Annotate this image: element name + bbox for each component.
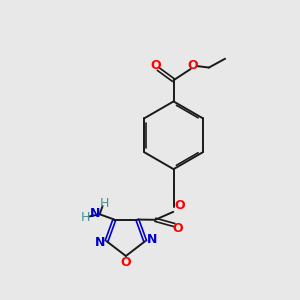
Text: N: N [95, 236, 105, 249]
Text: H: H [81, 211, 90, 224]
Text: H: H [100, 196, 109, 210]
Text: N: N [146, 233, 157, 246]
Text: N: N [90, 208, 101, 220]
Text: O: O [175, 200, 185, 212]
Text: O: O [188, 59, 198, 72]
Text: O: O [121, 256, 131, 269]
Text: O: O [173, 221, 183, 235]
Text: O: O [151, 59, 161, 72]
